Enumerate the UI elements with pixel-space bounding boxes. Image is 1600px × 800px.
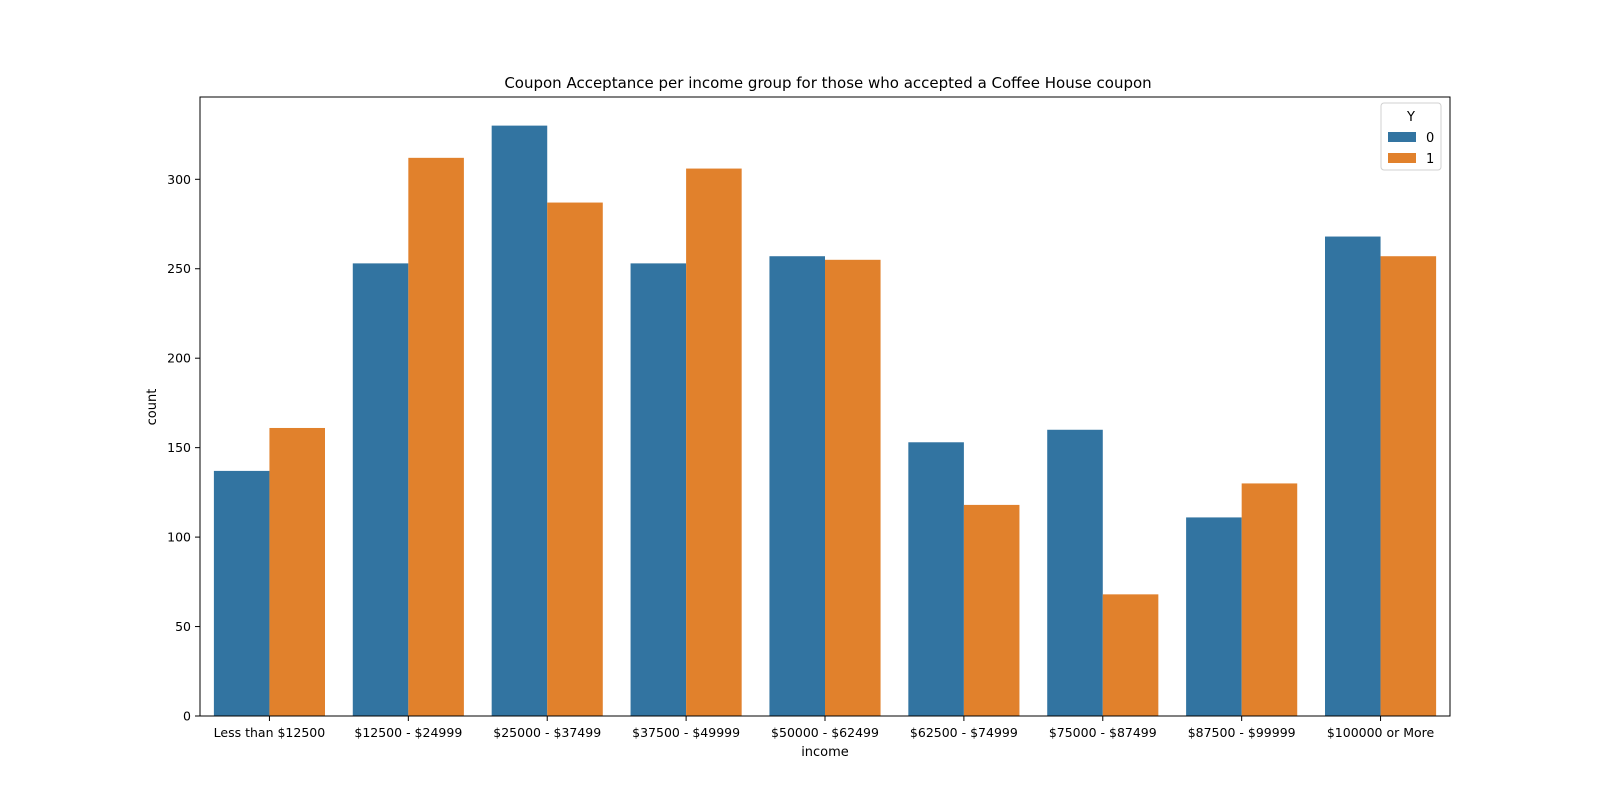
x-tick-label-7: $87500 - $99999 bbox=[1188, 725, 1296, 740]
x-tick-label-0: Less than $12500 bbox=[214, 725, 326, 740]
y-tick-label-3: 150 bbox=[167, 440, 191, 455]
bar-series-1-3 bbox=[686, 168, 742, 716]
bar-series-1-4 bbox=[825, 259, 881, 716]
chart-title: Coupon Acceptance per income group for t… bbox=[504, 74, 1151, 92]
bar-series-0-1 bbox=[352, 263, 409, 716]
y-axis-label: count bbox=[145, 389, 160, 426]
legend: Y0 1 bbox=[1380, 102, 1442, 171]
x-axis: Less than $12500 $12500 - $24999 $25000 - … bbox=[214, 716, 1435, 740]
x-axis-label: income bbox=[801, 745, 849, 760]
bar-series-0-7 bbox=[1186, 517, 1242, 716]
bar-series-0-5 bbox=[908, 442, 964, 716]
y-axis: 0 50 100 150 200 250 300 bbox=[167, 172, 200, 724]
x-tick-label-4: $50000 - $62499 bbox=[771, 725, 879, 740]
y-tick-label-5: 250 bbox=[167, 261, 191, 276]
bars-group bbox=[213, 125, 1437, 717]
legend-label-1: 1 bbox=[1426, 152, 1434, 167]
legend-swatch-1 bbox=[1388, 153, 1416, 163]
bar-series-1-1 bbox=[408, 157, 464, 716]
legend-swatch-0 bbox=[1388, 132, 1416, 142]
y-tick-label-0: 0 bbox=[183, 709, 191, 724]
bar-series-1-2 bbox=[547, 202, 603, 717]
x-tick-label-1: $12500 - $24999 bbox=[354, 725, 462, 740]
bar-series-1-0 bbox=[269, 427, 325, 716]
bar-series-1-8 bbox=[1380, 256, 1437, 716]
x-tick-label-5: $62500 - $74999 bbox=[910, 725, 1018, 740]
bar-series-0-6 bbox=[1047, 429, 1103, 716]
bar-series-0-0 bbox=[213, 470, 270, 716]
bar-series-0-2 bbox=[491, 125, 548, 717]
x-tick-label-8: $100000 or More bbox=[1327, 725, 1435, 740]
bar-series-1-7 bbox=[1241, 483, 1298, 716]
legend-title: Y bbox=[1406, 110, 1415, 125]
bar-series-1-6 bbox=[1102, 594, 1159, 716]
y-tick-label-2: 100 bbox=[167, 530, 191, 545]
x-tick-label-6: $75000 - $87499 bbox=[1049, 725, 1157, 740]
bar-series-0-3 bbox=[630, 263, 687, 716]
x-tick-label-3: $37500 - $49999 bbox=[632, 725, 740, 740]
bar-series-0-4 bbox=[769, 256, 825, 716]
y-tick-label-4: 200 bbox=[167, 351, 191, 366]
x-tick-label-2: $25000 - $37499 bbox=[493, 725, 601, 740]
legend-label-0: 0 bbox=[1426, 131, 1434, 146]
bar-series-0-8 bbox=[1325, 236, 1381, 717]
bar-series-1-5 bbox=[963, 504, 1020, 716]
y-tick-label-1: 50 bbox=[175, 619, 191, 634]
y-tick-label-6: 300 bbox=[167, 172, 191, 187]
